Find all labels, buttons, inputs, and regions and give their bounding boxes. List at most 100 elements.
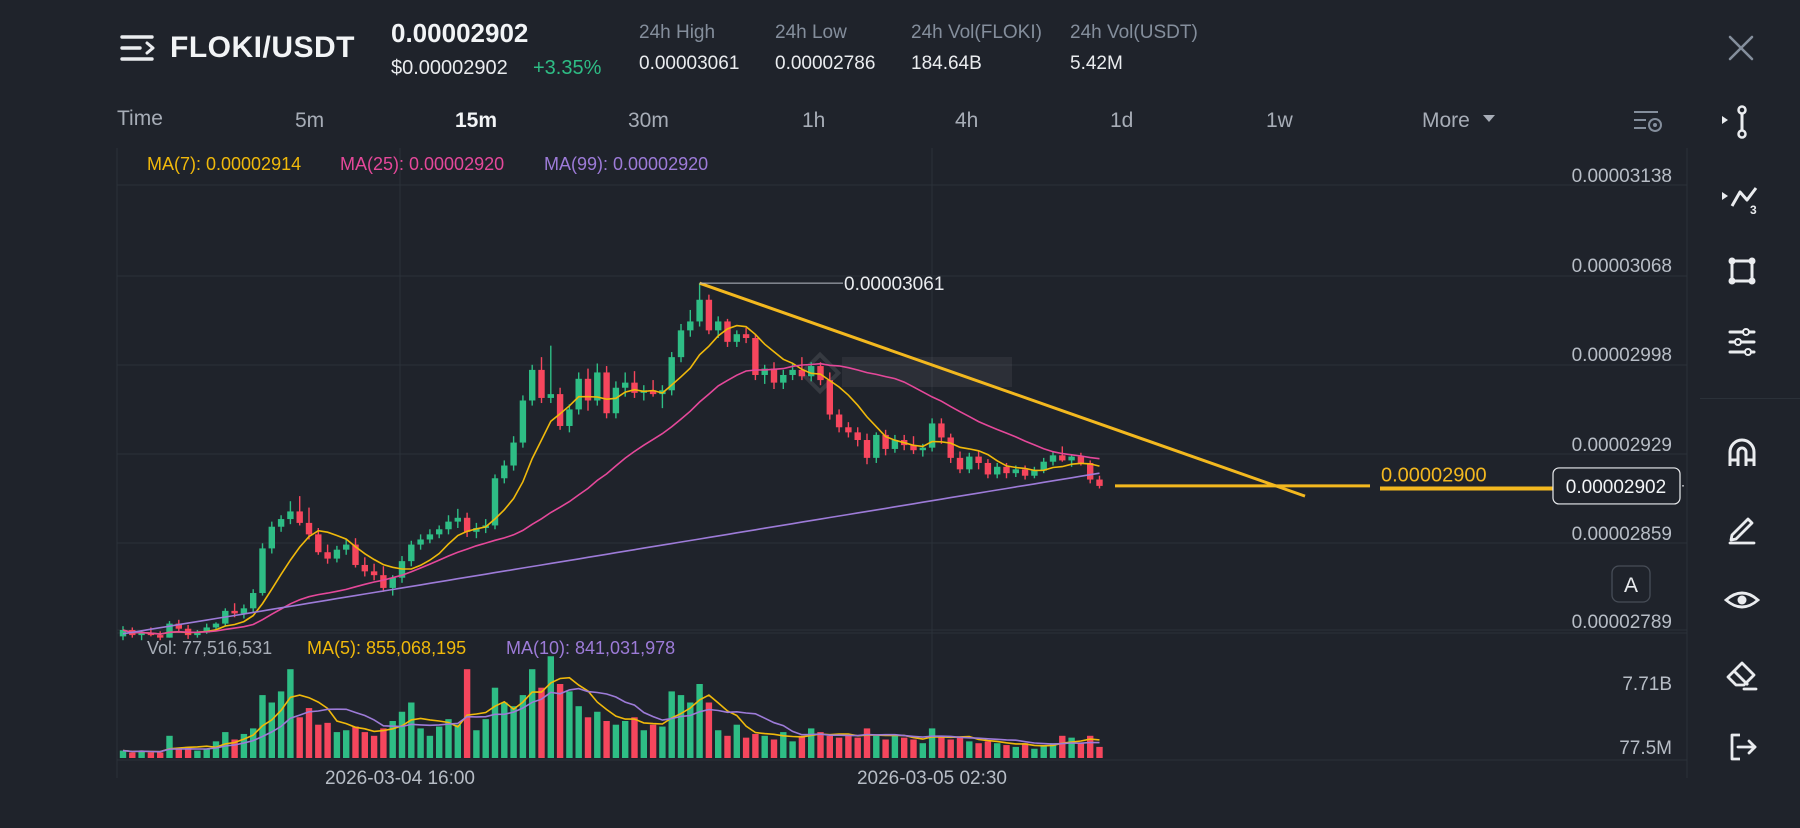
exit-icon[interactable] <box>1720 725 1764 769</box>
volume-bar <box>343 730 350 758</box>
drawings[interactable]: 0.00003061 0.00002900 <box>699 274 1687 498</box>
volume-bar <box>705 702 713 758</box>
candle-body <box>696 299 703 322</box>
volume-bar <box>119 750 127 758</box>
eye-icon[interactable] <box>1720 578 1764 622</box>
volume-bar <box>789 741 796 758</box>
volume-bar <box>1096 746 1103 758</box>
candle-body <box>835 414 843 428</box>
candle-body <box>175 623 182 629</box>
candle-body <box>231 610 238 614</box>
tab-1h[interactable]: 1h <box>802 109 826 132</box>
tab-30m[interactable]: 30m <box>628 109 669 132</box>
tab-1d[interactable]: 1d <box>1110 109 1134 132</box>
candle-body <box>501 465 508 479</box>
candle-body <box>984 462 992 475</box>
interval-tabs: Time 5m 15m 30m 1h 4h 1d 1w More <box>0 100 1700 144</box>
stat-24h-vol-base: 24h Vol(FLOKI) 184.64B <box>911 22 1042 75</box>
eraser-icon[interactable] <box>1720 651 1764 695</box>
candle-body <box>194 632 201 636</box>
ma25-legend: MA(25): 0.00002920 <box>340 154 505 174</box>
close-icon[interactable] <box>1725 32 1757 64</box>
volume-bar <box>649 724 657 758</box>
vol-ma10-legend: MA(10): 841,031,978 <box>506 638 676 658</box>
pair-title[interactable]: FLOKI/USDT <box>170 31 355 64</box>
menu-icon[interactable] <box>120 32 158 64</box>
volume-bar <box>352 726 359 758</box>
volume-bar <box>157 752 164 758</box>
volume-bar <box>622 721 629 758</box>
volume-bar <box>538 687 545 758</box>
candle-body <box>315 534 322 553</box>
tab-5m[interactable]: 5m <box>295 109 325 132</box>
candle-body <box>277 519 285 527</box>
stat-value: 184.64B <box>911 53 982 74</box>
candle-body <box>882 434 889 449</box>
volume-bar <box>901 737 908 758</box>
volume-bar <box>463 669 471 758</box>
tab-4h[interactable]: 4h <box>955 109 979 132</box>
volume-bar <box>733 724 740 758</box>
caret-down-icon[interactable] <box>1482 114 1496 124</box>
candle-body <box>733 334 740 342</box>
volume-bar <box>938 735 945 758</box>
stat-value: 5.42M <box>1070 53 1123 74</box>
volume-bar <box>529 669 536 758</box>
vertical-line-tool-icon[interactable] <box>1720 100 1764 144</box>
rectangle-tool-icon[interactable] <box>1720 249 1764 293</box>
volume-bar <box>417 728 424 758</box>
volume-bar <box>873 735 880 758</box>
candle-body <box>715 321 722 331</box>
vol-ma10-line <box>122 687 1100 753</box>
tab-time[interactable]: Time <box>117 107 163 130</box>
volume-bar <box>389 721 396 758</box>
volume-tick-label: 7.71B <box>1622 674 1672 695</box>
brand-watermark <box>798 351 1012 395</box>
stat-24h-high: 24h High 0.00003061 <box>639 22 739 75</box>
tab-15m[interactable]: 15m <box>455 109 498 132</box>
volume-bar <box>436 726 443 758</box>
volume-bar <box>863 728 871 758</box>
candle-body <box>259 548 266 594</box>
volume-bar <box>770 739 778 758</box>
trendline-drawing <box>699 281 1306 498</box>
volume-bar <box>808 728 815 758</box>
tab-1w[interactable]: 1w <box>1266 109 1293 132</box>
chart-settings-icon[interactable] <box>1632 106 1664 136</box>
current-price-box <box>1552 467 1681 505</box>
volume-bar <box>305 708 313 758</box>
magnet-icon[interactable] <box>1720 432 1764 476</box>
candle-body <box>845 427 852 433</box>
volume-bar <box>715 730 722 758</box>
candle-body <box>594 372 601 401</box>
candlestick-chart[interactable]: 0.00003061 0.00002900 0.00003138 0.0000306… <box>0 146 1700 800</box>
tab-more[interactable]: More <box>1422 109 1470 132</box>
candle-body <box>761 368 768 375</box>
candle-body <box>603 372 610 414</box>
candle-body <box>268 526 275 549</box>
candle-body <box>612 387 620 414</box>
volume-bar <box>984 741 992 758</box>
ticker-header: FLOKI/USDT 0.00002902 $0.00002902 +3.35%… <box>0 0 1800 100</box>
candle-body <box>742 334 750 339</box>
volume-bar <box>203 748 210 758</box>
volume-bar <box>519 695 527 758</box>
ma7-legend: MA(7): 0.00002914 <box>147 154 302 174</box>
volume-bar <box>677 695 685 758</box>
candle-body <box>891 440 899 449</box>
stat-24h-vol-quote: 24h Vol(USDT) 5.42M <box>1070 22 1198 75</box>
volume-bar <box>854 737 861 758</box>
volume-bar <box>631 717 638 758</box>
pencil-icon[interactable] <box>1720 505 1764 549</box>
volume-bar <box>761 735 768 758</box>
parallel-lines-tool-icon[interactable] <box>1720 320 1764 364</box>
stat-label: 24h Low <box>775 22 847 43</box>
candle-body <box>1049 455 1057 462</box>
candle-body <box>1012 469 1019 474</box>
volume-bar <box>566 691 573 758</box>
candle-body <box>519 400 527 443</box>
volume-bar <box>1031 748 1038 758</box>
candle-body <box>370 571 378 576</box>
auto-scale-label: A <box>1624 574 1638 597</box>
fibonacci-tool-icon[interactable]: 3 <box>1720 176 1764 220</box>
